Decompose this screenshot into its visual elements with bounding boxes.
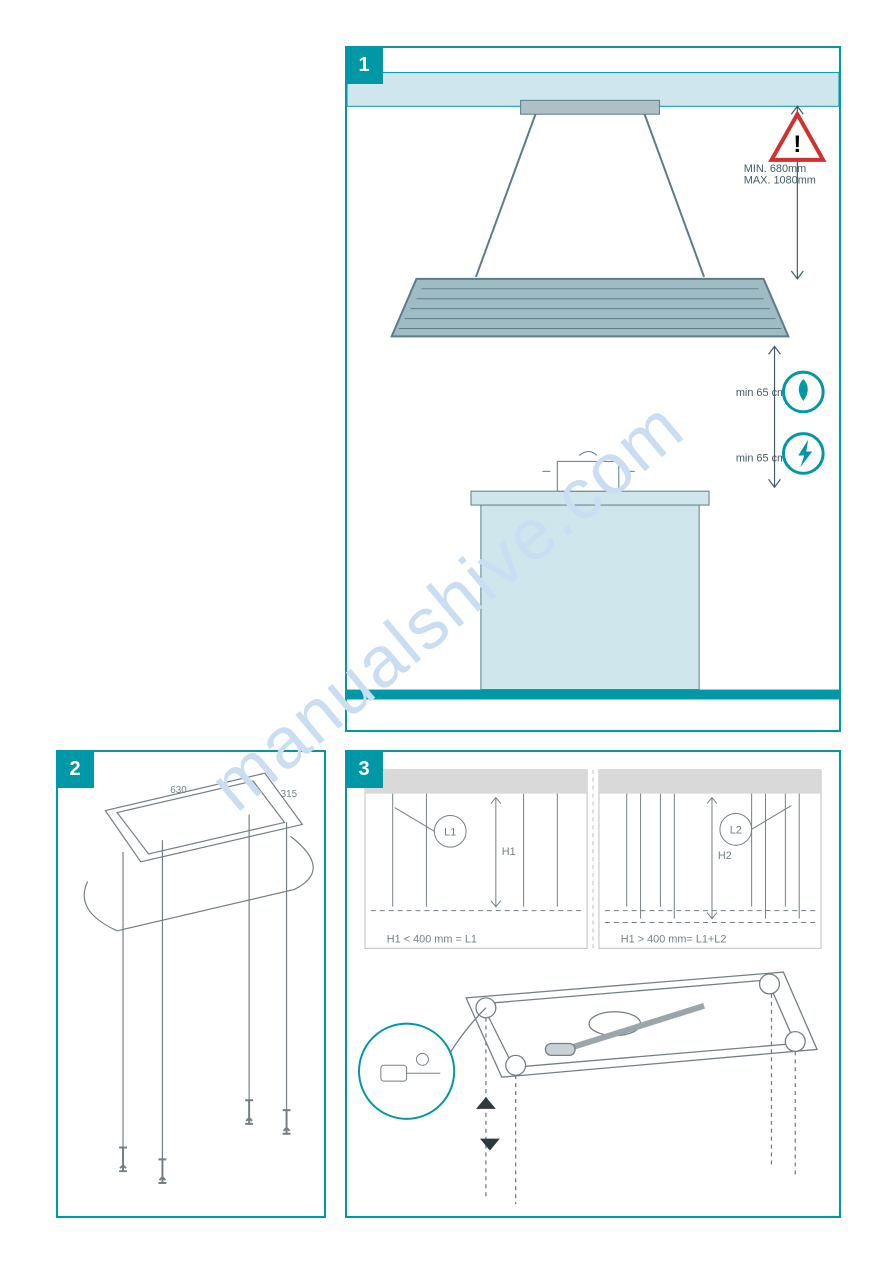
label-ceiling-to-hood: MIN. 680mmMAX. 1080mm bbox=[744, 163, 816, 187]
label-variant-left-note: H1 < 400 mm = L1 bbox=[387, 933, 477, 945]
electric-icon bbox=[783, 434, 823, 474]
warning-icon: ! bbox=[772, 114, 824, 160]
panel-1: 1 MIN. 680mmMAX. 1080mm ! bbox=[345, 46, 841, 732]
label-hood-to-gas: min 65 cm bbox=[736, 387, 786, 399]
panel-2: 2 630 315 bbox=[56, 750, 326, 1218]
panel-3: 3 L1 H1 bbox=[345, 750, 841, 1218]
svg-text:H1: H1 bbox=[502, 846, 516, 858]
svg-text:L2: L2 bbox=[730, 824, 742, 836]
label-plate-long: 630 bbox=[170, 785, 187, 796]
label-variant-right-note: H1 > 400 mm= L1+L2 bbox=[621, 933, 727, 945]
panel-number-3: 3 bbox=[345, 750, 383, 788]
svg-text:!: ! bbox=[793, 131, 801, 158]
panel-3-diagram: L1 H1 H1 < 400 mm = L1 bbox=[347, 752, 839, 1216]
panel-number-2: 2 bbox=[56, 750, 94, 788]
panel-1-diagram: MIN. 680mmMAX. 1080mm ! min 65 cm min 65… bbox=[347, 48, 839, 730]
label-plate-short: 315 bbox=[281, 789, 298, 800]
label-hood-to-electric: min 65 cm bbox=[736, 452, 786, 464]
gas-icon bbox=[783, 372, 823, 412]
panel-number-1: 1 bbox=[345, 46, 383, 84]
svg-text:L1: L1 bbox=[444, 826, 456, 838]
svg-text:H2: H2 bbox=[718, 850, 732, 862]
panel-2-diagram: 630 315 bbox=[58, 752, 324, 1216]
